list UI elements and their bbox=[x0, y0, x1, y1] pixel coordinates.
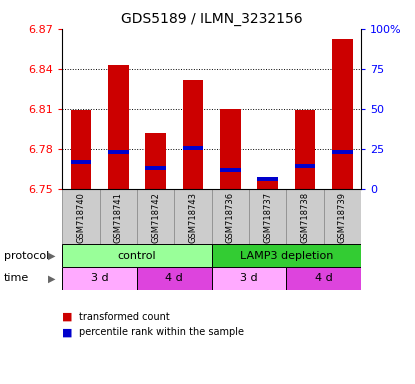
Text: GSM718740: GSM718740 bbox=[76, 192, 85, 243]
Text: 3 d: 3 d bbox=[240, 273, 258, 283]
Text: 4 d: 4 d bbox=[315, 273, 332, 283]
Bar bbox=[286, 189, 324, 244]
Bar bbox=[332, 40, 353, 189]
Text: GSM718738: GSM718738 bbox=[300, 192, 310, 243]
Bar bbox=[257, 177, 278, 181]
Text: LAMP3 depletion: LAMP3 depletion bbox=[240, 251, 333, 261]
Text: 3 d: 3 d bbox=[91, 273, 108, 283]
Bar bbox=[108, 151, 129, 154]
Bar bbox=[286, 267, 361, 290]
Bar bbox=[212, 267, 286, 290]
Bar bbox=[137, 189, 174, 244]
Text: GSM718742: GSM718742 bbox=[151, 192, 160, 243]
Text: control: control bbox=[117, 251, 156, 261]
Bar bbox=[212, 189, 249, 244]
Text: GSM718736: GSM718736 bbox=[226, 192, 235, 243]
Bar bbox=[145, 166, 166, 170]
Bar bbox=[145, 133, 166, 189]
Text: ▶: ▶ bbox=[48, 273, 56, 283]
Bar bbox=[71, 110, 91, 189]
Bar bbox=[62, 244, 212, 267]
Bar bbox=[174, 189, 212, 244]
Bar bbox=[62, 189, 100, 244]
Text: transformed count: transformed count bbox=[79, 312, 170, 322]
Bar bbox=[212, 244, 361, 267]
Bar bbox=[100, 189, 137, 244]
Text: ▶: ▶ bbox=[48, 251, 56, 261]
Text: ■: ■ bbox=[62, 327, 73, 337]
Text: ■: ■ bbox=[62, 312, 73, 322]
Bar bbox=[220, 109, 241, 189]
Bar bbox=[324, 189, 361, 244]
Text: GSM718737: GSM718737 bbox=[263, 192, 272, 243]
Text: percentile rank within the sample: percentile rank within the sample bbox=[79, 327, 244, 337]
Bar bbox=[295, 164, 315, 168]
Text: GSM718739: GSM718739 bbox=[338, 192, 347, 243]
Bar bbox=[249, 189, 286, 244]
Text: GSM718743: GSM718743 bbox=[188, 192, 198, 243]
Text: 4 d: 4 d bbox=[166, 273, 183, 283]
Bar bbox=[295, 110, 315, 189]
Bar bbox=[108, 65, 129, 189]
Bar bbox=[257, 181, 278, 189]
Bar bbox=[71, 160, 91, 164]
Bar bbox=[62, 267, 137, 290]
Bar bbox=[332, 151, 353, 154]
Bar bbox=[220, 168, 241, 172]
Text: GSM718741: GSM718741 bbox=[114, 192, 123, 243]
Bar bbox=[183, 79, 203, 189]
Text: protocol: protocol bbox=[4, 251, 49, 261]
Bar bbox=[137, 267, 212, 290]
Bar bbox=[183, 146, 203, 151]
Title: GDS5189 / ILMN_3232156: GDS5189 / ILMN_3232156 bbox=[121, 12, 303, 26]
Text: time: time bbox=[4, 273, 29, 283]
